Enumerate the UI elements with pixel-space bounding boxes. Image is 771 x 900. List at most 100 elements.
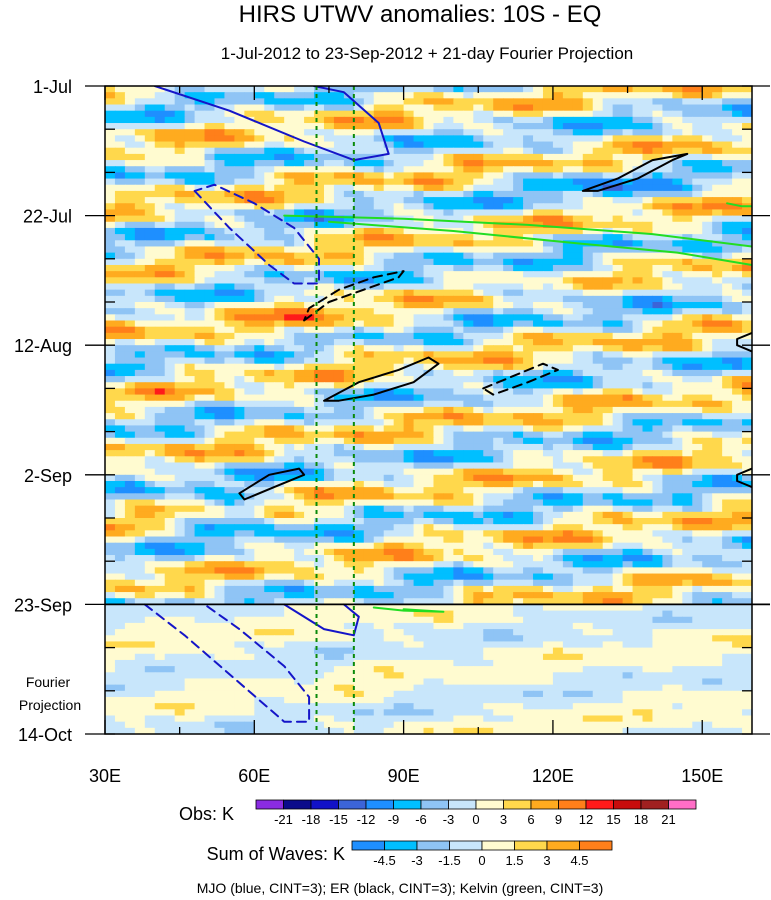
heatmap-cell	[572, 283, 584, 291]
heatmap-cell	[612, 123, 624, 130]
heatmap-cell	[513, 227, 524, 235]
heatmap-cell	[542, 264, 554, 272]
heatmap-cell	[393, 394, 405, 402]
heatmap-cell	[154, 499, 166, 507]
heatmap-cell	[314, 209, 325, 217]
heatmap-cell	[134, 376, 146, 383]
heatmap-cell	[552, 264, 564, 272]
heatmap-cell	[234, 252, 245, 260]
heatmap-cell	[174, 339, 186, 346]
heatmap-cell	[652, 555, 664, 562]
heatmap-cell	[174, 308, 186, 315]
heatmap-cell	[433, 166, 445, 173]
heatmap-cell	[264, 419, 275, 427]
heatmap-cell	[164, 153, 176, 161]
heatmap-cell	[722, 351, 733, 359]
heatmap-cell	[622, 443, 634, 451]
heatmap-cell	[523, 227, 534, 235]
heatmap-cell	[692, 548, 703, 556]
heatmap-cell	[652, 184, 664, 192]
heatmap-cell	[254, 425, 265, 433]
heatmap-cell	[423, 141, 435, 149]
heatmap-cell	[622, 283, 634, 291]
heatmap-cell	[592, 221, 604, 229]
heatmap-cell	[244, 555, 255, 562]
heatmap-cell	[333, 542, 345, 550]
heatmap-cell	[343, 382, 355, 389]
heatmap-cell	[473, 413, 484, 420]
heatmap-cell	[144, 197, 156, 204]
heatmap-cell	[433, 505, 445, 513]
heatmap-cell	[353, 462, 365, 470]
heatmap-cell	[333, 425, 345, 433]
heatmap-cell	[264, 332, 275, 340]
heatmap-cell	[184, 98, 196, 106]
heatmap-cell	[383, 388, 395, 396]
heatmap-cell	[443, 369, 454, 377]
heatmap-cell	[672, 110, 683, 118]
heatmap-cell	[264, 197, 275, 204]
heatmap-cell	[304, 369, 315, 377]
heatmap-cell	[722, 450, 733, 457]
heatmap-cell	[134, 289, 146, 297]
heatmap-cell	[503, 197, 514, 204]
heatmap-cell	[373, 536, 385, 544]
heatmap-cell	[443, 240, 454, 248]
heatmap-cell	[403, 437, 415, 445]
heatmap-cell	[552, 388, 564, 396]
heatmap-cell	[513, 190, 524, 198]
heatmap-cell	[503, 400, 514, 408]
heatmap-cell	[513, 450, 524, 457]
heatmap-cell	[732, 542, 743, 550]
heatmap-cell	[284, 147, 295, 155]
heatmap-cell	[184, 246, 196, 254]
heatmap-cell	[692, 487, 703, 494]
heatmap-cell	[373, 98, 385, 106]
heatmap-cell	[672, 295, 683, 303]
heatmap-cell	[722, 123, 733, 130]
heatmap-cell	[602, 258, 614, 266]
heatmap-cell	[224, 314, 235, 322]
heatmap-cell	[224, 468, 235, 476]
heatmap-cell	[443, 215, 454, 223]
heatmap-cell	[662, 530, 673, 538]
heatmap-cell	[294, 499, 305, 507]
heatmap-cell	[134, 493, 146, 501]
heatmap-cell	[433, 339, 445, 346]
heatmap-cell	[274, 203, 285, 211]
heatmap-cell	[642, 431, 654, 439]
heatmap-cell	[692, 524, 703, 531]
heatmap-cell	[134, 406, 146, 414]
heatmap-cell	[453, 240, 464, 248]
heatmap-cell	[274, 264, 285, 272]
heatmap-cell	[254, 166, 265, 173]
heatmap-cell	[612, 487, 624, 494]
heatmap-cell	[742, 252, 752, 260]
heatmap-cell	[264, 511, 275, 519]
heatmap-cell	[353, 271, 365, 278]
heatmap-cell	[503, 123, 514, 130]
heatmap-cell	[323, 252, 335, 260]
heatmap-cell	[533, 98, 544, 106]
heatmap-cell	[274, 536, 285, 544]
heatmap-cell	[244, 98, 255, 106]
heatmap-cell	[542, 357, 554, 365]
heatmap-cell	[204, 456, 216, 464]
heatmap-cell	[134, 474, 146, 482]
heatmap-cell	[642, 209, 654, 217]
heatmap-cell	[572, 197, 584, 204]
heatmap-cell	[652, 437, 664, 445]
heatmap-cell	[662, 110, 673, 118]
heatmap-cell	[174, 215, 186, 223]
heatmap-cell	[523, 326, 534, 334]
heatmap-cell	[483, 369, 494, 377]
heatmap-cell	[154, 271, 166, 278]
heatmap-cell	[124, 227, 136, 235]
heatmap-cell	[134, 505, 146, 513]
heatmap-cell	[393, 98, 405, 106]
heatmap-cell	[174, 240, 186, 248]
heatmap-cell	[423, 110, 435, 118]
heatmap-cell	[284, 264, 295, 272]
heatmap-cell	[562, 320, 574, 328]
heatmap-cell	[323, 530, 335, 538]
